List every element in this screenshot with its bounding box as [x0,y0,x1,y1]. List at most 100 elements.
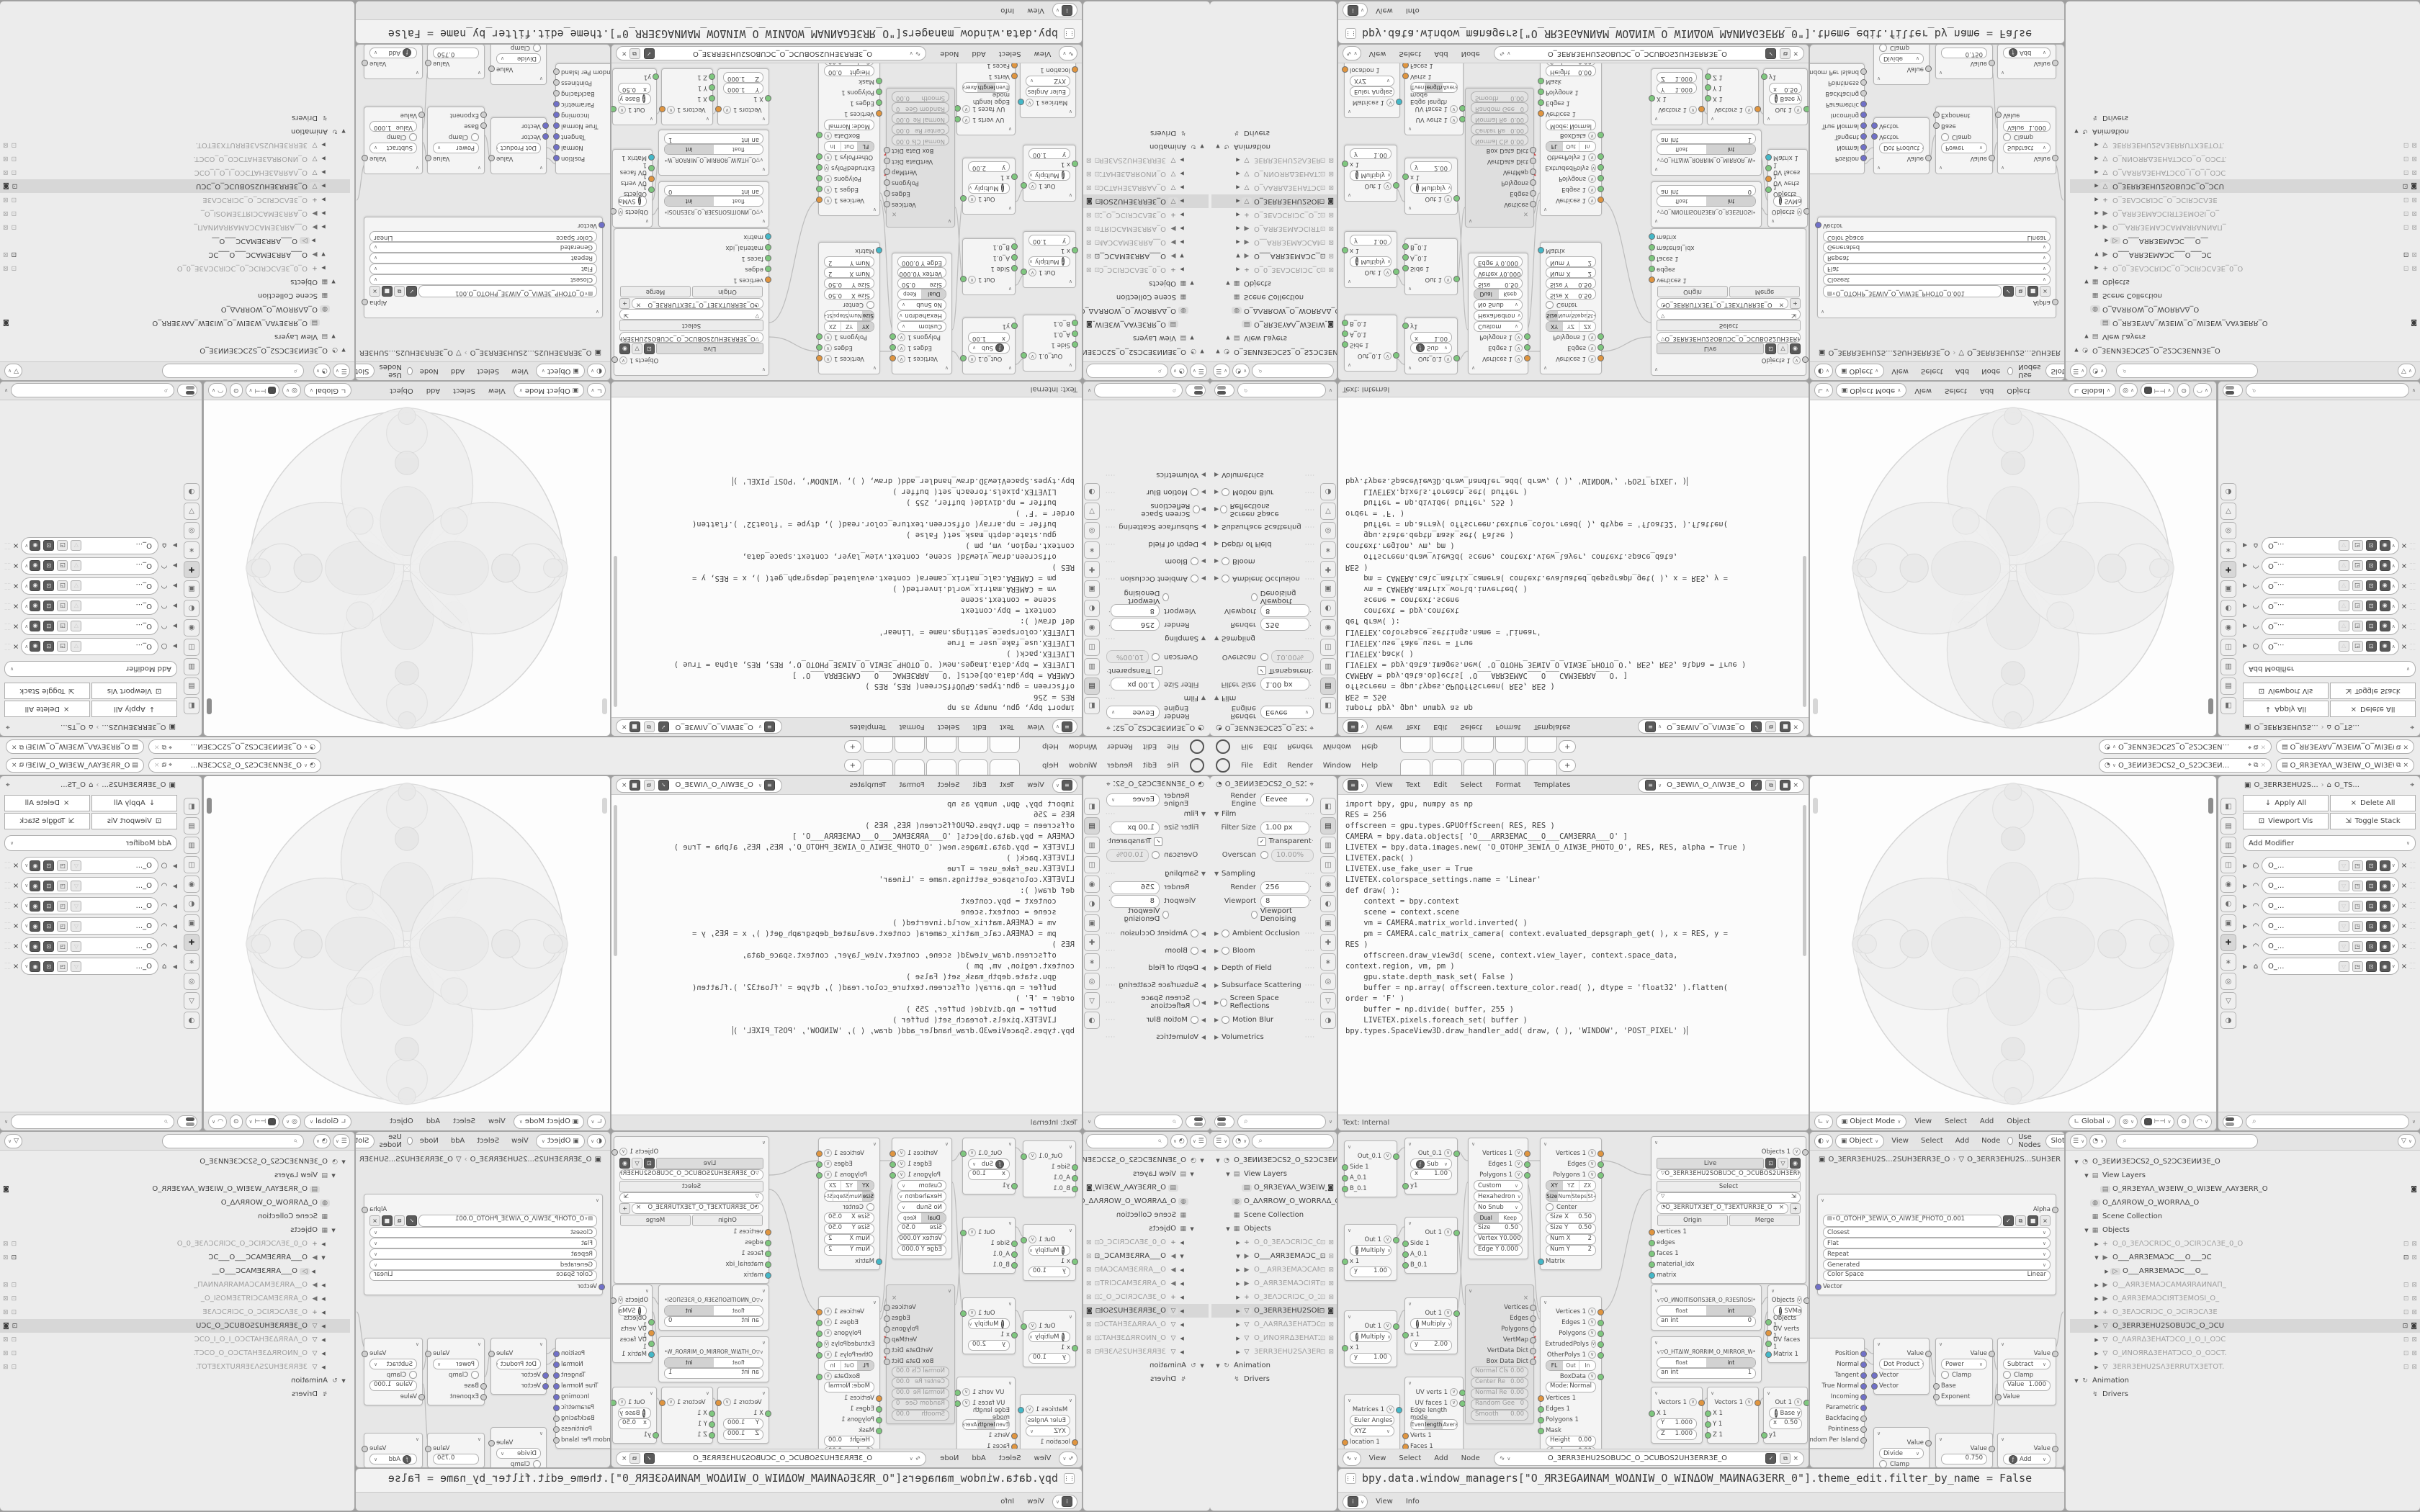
input-socket[interactable] [1995,1394,2002,1400]
node-canvas[interactable]: ∨ Out_0.1 ∨ Side 1 A_0.1 B_0.1 ∨ Out 1 ∨ ƒ Multipl… [611,1132,1082,1449]
node[interactable]: ∨ Out_0.1 ∨ ƒ Sub ∨ x 1.00 y1 [1402,1138,1460,1194]
outliner-row[interactable]: ◍ O_ΔΛЯROW_O_WORRΛΔ_O [1211,1194,1337,1208]
sidebar-toggle-chip[interactable] [2208,798,2213,814]
output-socket[interactable] [1597,333,1604,340]
input-socket[interactable] [765,1251,771,1257]
section-motion-blur[interactable]: ▶ Motion Blur ···· [1105,488,1206,497]
outliner-row[interactable]: ▼▶O___AЯR3EMAƆC___O___ƆC⊡⊠ [1086,252,1184,260]
slot-dropdown[interactable]: Slot 1∨ [356,1133,375,1148]
chevron-down-icon[interactable]: ∨ [1088,387,1092,394]
input-socket[interactable] [1342,247,1348,253]
outliner-row[interactable]: ▼ ↻ Animation [1150,143,1204,150]
hide-viewport-icon[interactable]: ⊡ [1094,238,1101,246]
input-socket[interactable] [1815,1284,1821,1290]
hide-viewport-icon[interactable]: ⊡ [1094,1238,1101,1246]
menu-select[interactable]: Select [1920,367,1943,375]
modifier-row[interactable]: ▶ ◠ O_... ▽ ◳ ⊡ ◉ ∨ × ···· ···· [2243,897,2416,914]
node[interactable]: ∨ Vertices 1 ∨ Edges 1 ∨ Polygons 1 ∨ Custom ∨ He… [1468,1138,1531,1259]
disable-render-icon[interactable]: ⊠ [1328,211,1334,219]
menu-edit[interactable]: Edit [1433,723,1448,731]
input-socket[interactable] [1933,122,1940,129]
outliner-row[interactable]: ▶▽O_ИNOЯRΔ3EHATƆCO_O_OƆCT.⊡⊠ [3,1349,326,1357]
scene-selector[interactable]: ◔ ∨ O_3EИИ3EƆCS2_O_S2ƆC3EИ... ⌖ ⧉ × [148,758,321,773]
menu-node[interactable]: Node [419,1137,439,1145]
node[interactable]: ∨ Vertices 1 ∨ Edges ∨ Polygons 1 ∨ XY YZ ZX Size N… [1538,242,1604,374]
node[interactable]: ∨ Out 1 ∨ ƒ Multiply ∨ x 1 y 1.00 [1342,145,1399,202]
menu-file[interactable]: File [1241,742,1253,751]
editor-type-button[interactable]: ∿ ∨ [1343,46,1361,61]
edit-frame-icon[interactable]: ◳ [57,940,68,952]
output-socket[interactable] [1453,1151,1460,1157]
disable-render-icon[interactable]: ⊠ [2411,1349,2417,1357]
node[interactable]: ∨ Out 1 ∨ ƒ Multiply ∨ x 1 y 1.00 [1021,1310,1078,1367]
node[interactable]: ∨ Out 1 ∨ ƒ Multiply ∨ x 1 y 2.00 [1402,1297,1460,1354]
outliner-row[interactable]: ▶+O_0_3EΛƆCRIƆC_O_ƆCIRƆCΛ3E_0_O⊡⊠ [2094,1240,2417,1248]
viewport-row[interactable]: Viewport 8 · [1106,604,1204,618]
search-input[interactable]: ⌕ [11,1114,174,1129]
output-socket[interactable] [1021,182,1027,189]
hide-viewport-icon[interactable]: ⊡ [2403,196,2409,204]
show-in-editmode-icon[interactable]: ▽ [71,580,82,592]
input-socket[interactable] [765,233,771,240]
edit-frame-icon[interactable]: ◳ [57,540,68,552]
close-icon[interactable]: × [622,1454,627,1462]
input-socket[interactable] [1761,73,1767,80]
edit-frame-icon[interactable]: ◳ [2352,560,2363,572]
input-socket[interactable] [648,1341,655,1347]
output-socket[interactable] [1860,1351,1867,1357]
menu-select[interactable]: Select [937,781,960,789]
blender-logo-icon[interactable] [1190,758,1204,773]
output-socket[interactable] [1925,155,1932,161]
menu-help[interactable]: Help [1042,742,1059,751]
node[interactable]: ∨ Value 0.750 [1935,1433,1995,1467]
input-socket[interactable] [1765,1351,1772,1358]
close-icon[interactable]: × [1793,1454,1798,1462]
copy-icon[interactable]: ⧉ [1780,1453,1791,1464]
outliner-row[interactable]: ▶+O_3EΛƆCRIƆC_O_ƆCIRƆCΛ3E⊡⊠ [2094,196,2417,204]
hide-viewport-icon[interactable]: ⊡ [1319,1348,1326,1356]
close-icon[interactable]: × [1793,781,1798,789]
menu-select[interactable]: Select [1460,781,1483,789]
overlays-button[interactable]: ◠ ∨ [2193,383,2212,398]
disable-render-icon[interactable]: ⊠ [1086,1238,1092,1246]
viewport-vis-button[interactable]: ⊡ Viewport Vis [91,683,177,699]
properties-tab-6[interactable]: ▣ [1084,914,1100,932]
outliner-row[interactable]: ▼ ↻ Animation [1216,143,1270,150]
sidebar-toggle-chip[interactable] [207,698,212,714]
input-socket[interactable] [1402,1433,1409,1439]
scene-mode-button[interactable]: ◔ ∨ [1232,364,1250,379]
output-socket[interactable] [659,106,666,112]
delete-modifier-icon[interactable]: × [2401,861,2408,870]
properties-tab-1[interactable]: ▤ [2220,817,2236,834]
output-socket[interactable] [2052,299,2058,305]
hide-viewport-icon[interactable]: ⊡ [2403,168,2409,176]
outliner-row[interactable]: ▶+O_0_3EΛƆCRIƆC_O_ƆCIRƆCΛ3E_0_O⊡⊠ [3,1240,326,1248]
input-socket[interactable] [1342,1439,1348,1446]
modifier-row[interactable]: ▶ ○ O_... ▽ ◳ ⊡ ◉ ∨ × ···· ···· [2243,638,2416,655]
outliner-row[interactable]: ▼ ▦ Objects [290,278,336,286]
workspace-tab[interactable] [1463,737,1494,753]
input-socket[interactable] [1402,1332,1409,1338]
menu-select[interactable]: Select [1920,1137,1943,1145]
input-socket[interactable] [1649,1272,1655,1279]
properties-tab-5[interactable]: ◐ [1320,895,1336,912]
show-render-icon[interactable]: ◉ [30,621,41,632]
copy-icon[interactable]: ⧉ [629,48,640,59]
output-socket[interactable] [1597,344,1604,351]
breadcrumb-data[interactable]: O_TS... [60,723,86,732]
input-socket[interactable] [1538,1428,1544,1434]
node[interactable]: ∨ Alpha ▤ ∨ O_OTOHP_3EWIΛ_O_ΛIW3E_PHOTO_O.00… [1815,217,2058,318]
modifier-row[interactable]: ▶ ○ O_... ▽ ◳ ⊡ ◉ ∨ × ···· ···· [4,638,177,655]
output-socket[interactable] [553,144,560,150]
output-socket[interactable] [425,155,431,161]
output-socket[interactable] [1393,1237,1399,1243]
show-render-icon[interactable]: ◉ [30,540,41,552]
new-workspace-tab[interactable]: + [1558,740,1577,753]
output-socket[interactable] [884,1348,890,1354]
node[interactable]: ∨ Out 1 ∨ Side 1 A_0.1 B_0.1 [1402,1217,1460,1274]
output-socket[interactable] [553,1394,560,1400]
close-icon[interactable]: × [2260,743,2266,750]
crumb-object[interactable]: O_3ERR3EHU2S...2SUH3ERR3E_O [1828,348,1950,357]
